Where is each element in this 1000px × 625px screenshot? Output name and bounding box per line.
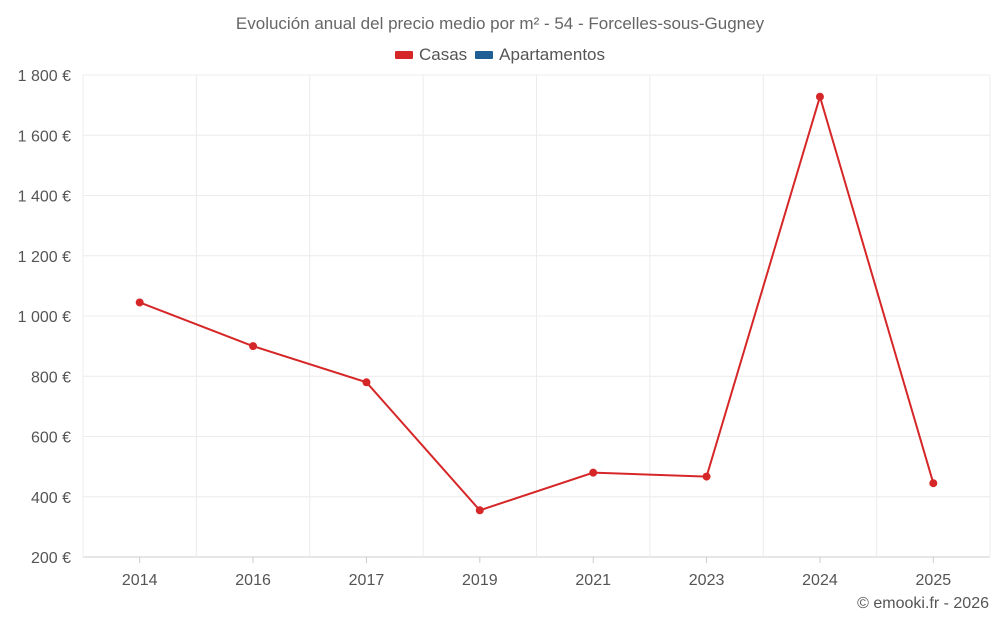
data-point-casas bbox=[249, 342, 258, 351]
y-tick-label: 800 € bbox=[31, 369, 71, 386]
x-tick-label: 2024 bbox=[802, 572, 838, 589]
legend-label-casas: Casas bbox=[418, 45, 468, 64]
series-line-casas bbox=[139, 93, 935, 512]
legend-item-casas[interactable]: Casas bbox=[394, 45, 468, 65]
y-tick-label: 200 € bbox=[31, 550, 71, 567]
x-tick-label: 2017 bbox=[349, 572, 385, 589]
y-tick-label: 1 200 € bbox=[18, 249, 71, 266]
legend-swatch-casas bbox=[394, 51, 413, 59]
y-tick-label: 1 000 € bbox=[18, 309, 71, 326]
data-point-casas bbox=[589, 468, 598, 477]
y-tick-label: 400 € bbox=[31, 490, 71, 507]
y-tick-label: 1 800 € bbox=[18, 68, 71, 85]
data-point-casas bbox=[702, 472, 711, 481]
chart-title: Evolución anual del precio medio por m² … bbox=[235, 14, 765, 33]
x-tick-label: 2016 bbox=[235, 572, 271, 589]
x-tick-label: 2019 bbox=[462, 572, 498, 589]
x-tick-label: 2014 bbox=[122, 572, 158, 589]
y-tick-label: 1 400 € bbox=[18, 189, 71, 206]
legend-swatch-apartamentos bbox=[475, 51, 494, 59]
credit-text: © emooki.fr - 2026 bbox=[857, 595, 989, 612]
data-point-casas bbox=[815, 92, 824, 101]
legend-label-apartamentos: Apartamentos bbox=[499, 45, 606, 64]
legend: Casas Apartamentos bbox=[0, 45, 1000, 65]
data-point-casas bbox=[135, 298, 144, 307]
x-tick-label: 2021 bbox=[575, 572, 611, 589]
data-point-casas bbox=[475, 506, 484, 515]
x-tick-label: 2023 bbox=[689, 572, 725, 589]
data-point-casas bbox=[362, 378, 371, 387]
y-tick-label: 1 600 € bbox=[18, 128, 71, 145]
legend-item-apartamentos[interactable]: Apartamentos bbox=[475, 45, 605, 65]
data-point-casas bbox=[929, 479, 938, 488]
x-tick-label: 2025 bbox=[916, 572, 952, 589]
y-tick-label: 600 € bbox=[31, 430, 71, 447]
